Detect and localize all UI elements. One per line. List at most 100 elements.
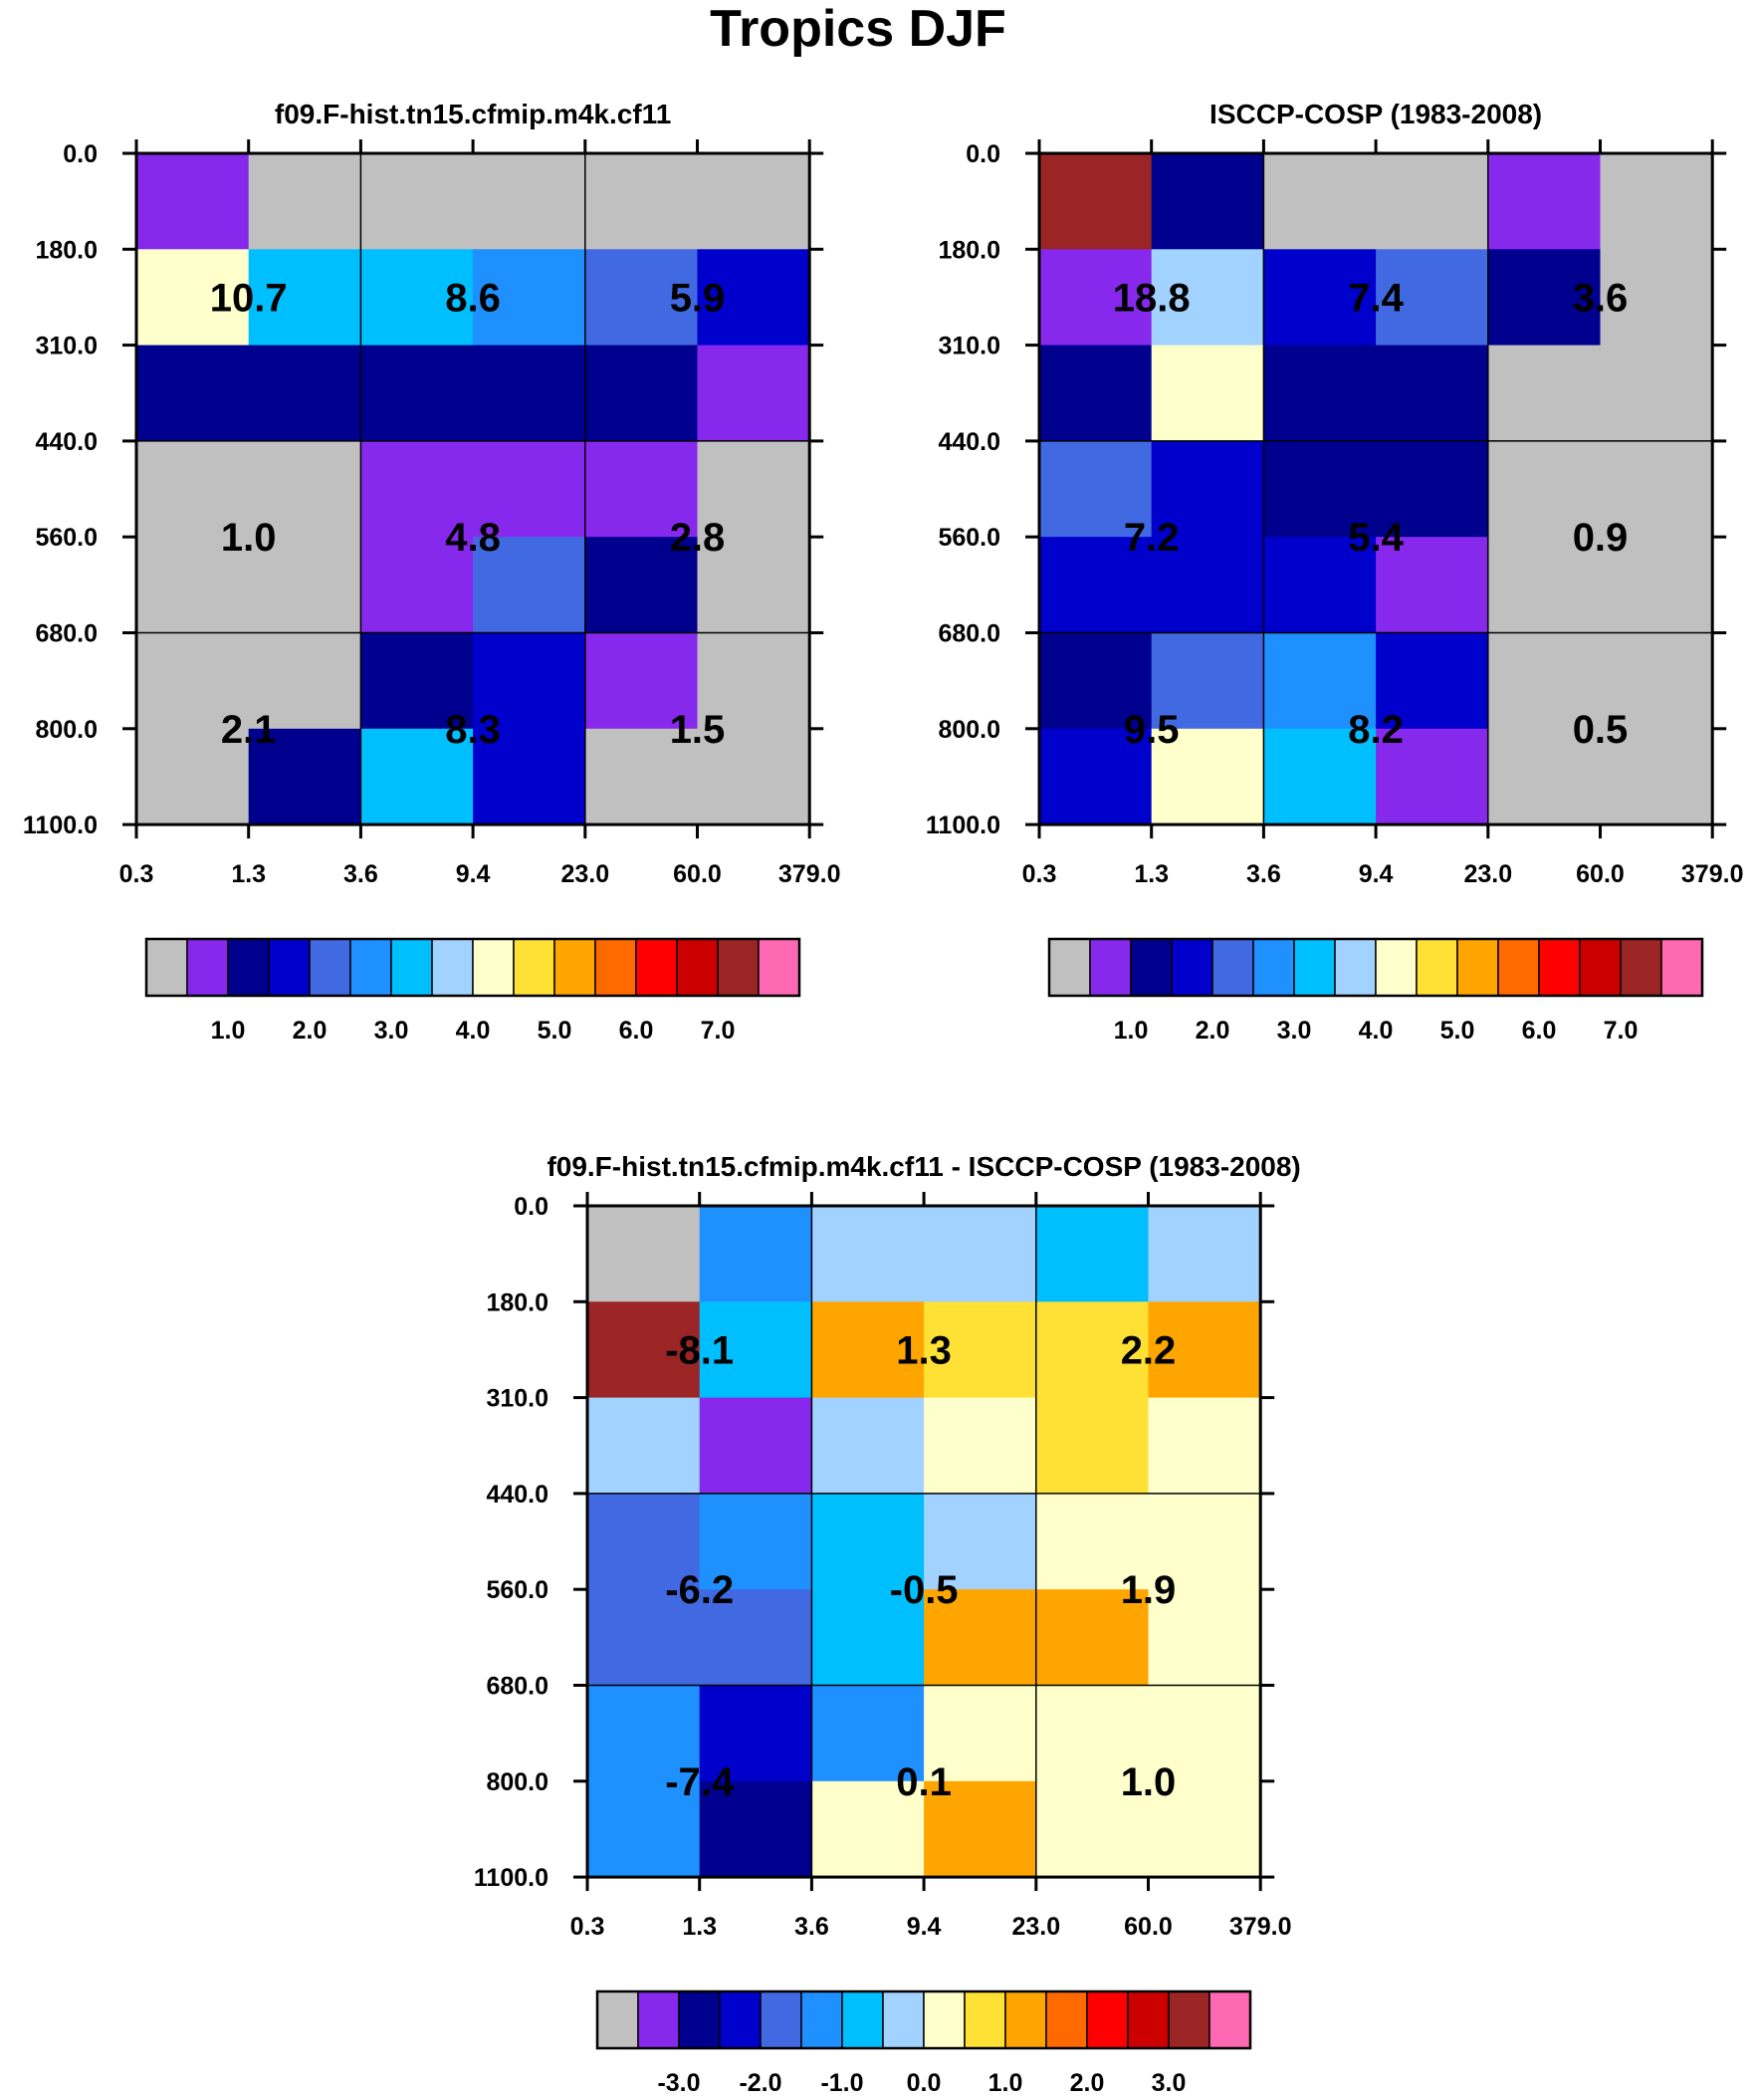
heatmap-cell (1148, 1397, 1261, 1495)
heatmap-cell (584, 632, 699, 730)
heatmap-cell (811, 1301, 925, 1399)
x-tick-label: 3.6 (343, 860, 378, 888)
heatmap-cell (360, 440, 474, 538)
x-tick-label: 379.0 (1229, 1913, 1292, 1941)
heatmap-cell (1487, 537, 1602, 634)
heatmap-cell (1039, 345, 1153, 442)
heatmap-cell (924, 1397, 1037, 1495)
heatmap-cell (473, 249, 586, 347)
heatmap-cell (360, 153, 474, 250)
heatmap-cell (1039, 537, 1153, 634)
heatmap-cell (697, 345, 810, 442)
heatmap-cell (1151, 153, 1264, 250)
heatmap-cell (587, 1397, 701, 1495)
heatmap-cell (473, 728, 586, 825)
heatmap-cell (1263, 632, 1377, 730)
heatmap-cell (1376, 440, 1489, 538)
y-tick-label: 800.0 (486, 1768, 548, 1796)
y-tick-label: 180.0 (35, 236, 98, 264)
colorbar-label: 2.0 (1196, 1017, 1230, 1045)
colorbar-box (1208, 1990, 1251, 2049)
heatmap-cell (924, 1301, 1037, 1399)
heatmap-cell (584, 345, 699, 442)
heatmap-cell (699, 1493, 812, 1590)
heatmap-cell (1035, 1493, 1150, 1590)
x-tick-label: 23.0 (560, 860, 609, 888)
heatmap-cell (587, 1685, 701, 1782)
colorbar-box (923, 1990, 966, 2049)
y-tick-label: 0.0 (63, 140, 98, 168)
heatmap-cell (248, 440, 361, 538)
heatmap-cell (473, 153, 586, 250)
heatmap-cell (248, 153, 361, 250)
colorbar-label: -2.0 (739, 2069, 781, 2097)
colorbar: -3.0 -2.0 -1.0 0.0 1.0 2.0 3.0 (595, 1989, 1252, 2097)
panel-3: f09.F-hist.tn15.cfmip.m4k.cf11 - ISCCP-C… (474, 1151, 1301, 2097)
heatmap-cell (248, 728, 361, 825)
cell-value-label: 2.8 (670, 516, 726, 560)
cell-value-label: 3.6 (1573, 276, 1629, 320)
y-tick-label: 560.0 (35, 524, 98, 552)
colorbar-box (719, 1990, 762, 2049)
colorbar-box (349, 938, 392, 997)
heatmap-cell (136, 440, 250, 538)
x-tick-label: 60.0 (673, 860, 722, 888)
heatmap-cell (1600, 537, 1713, 634)
y-tick-label: 440.0 (938, 428, 1000, 456)
heatmap-cell (587, 1589, 701, 1687)
x-tick-label: 0.3 (570, 1913, 605, 1941)
heatmap-cell (924, 1780, 1037, 1878)
colorbar-label: 5.0 (538, 1017, 572, 1045)
heatmap-cell (1487, 728, 1602, 825)
heatmap-cell (1376, 345, 1489, 442)
heatmap-cell (587, 1206, 701, 1302)
panel-title: f09.F-hist.tn15.cfmip.m4k.cf11 (275, 99, 671, 129)
x-tick-label: 23.0 (1463, 860, 1512, 888)
colorbar-box (227, 938, 270, 997)
heatmap-cell (1039, 153, 1153, 250)
colorbar-box (717, 938, 760, 997)
colorbar-label: 1.0 (211, 1017, 246, 1045)
colorbar-box (472, 938, 515, 997)
cell-value-label: 1.9 (1121, 1568, 1177, 1612)
heatmap-cell (248, 345, 361, 442)
heatmap-cell (697, 537, 810, 634)
x-tick-label: 9.4 (907, 1913, 942, 1941)
heatmap-cell (1148, 1589, 1261, 1687)
colorbar-frame (144, 937, 801, 998)
colorbar-box (1579, 938, 1622, 997)
heatmap-cell (1263, 440, 1377, 538)
heatmap-cell (811, 1397, 925, 1495)
colorbar-box (1171, 938, 1213, 997)
colorbar-frame (1047, 937, 1704, 998)
x-tick-label: 9.4 (456, 860, 491, 888)
heatmap-cell (584, 440, 699, 538)
heatmap-cell (924, 1589, 1037, 1687)
colorbar-box (596, 1990, 639, 2049)
heatmap-cell (1600, 153, 1713, 250)
heatmap-cell (1148, 1301, 1261, 1399)
heatmap-cell (1600, 632, 1713, 730)
y-tick-label: 800.0 (35, 716, 98, 744)
cell-value-label: 0.5 (1573, 708, 1629, 752)
x-tick-label: 3.6 (794, 1913, 829, 1941)
colorbar-box (841, 1990, 884, 2049)
colorbar-box (186, 938, 229, 997)
heatmap-cell (248, 537, 361, 634)
heatmap-cell (1148, 1206, 1261, 1302)
heatmap-cell (697, 153, 810, 250)
colorbar-box (1538, 938, 1581, 997)
heatmap-cell (587, 1493, 701, 1590)
heatmap-cell (584, 249, 699, 347)
heatmap-cell (1035, 1206, 1150, 1302)
colorbar-box (1127, 1990, 1170, 2049)
cell-value-label: 5.9 (670, 276, 726, 320)
heatmap-cell (360, 537, 474, 634)
heatmap-cell (248, 632, 361, 730)
heatmap-cell (1039, 440, 1153, 538)
y-tick-label: 180.0 (486, 1288, 548, 1316)
cell-value-label: -8.1 (665, 1328, 734, 1372)
heatmap-cell (1376, 728, 1489, 825)
heatmap-cell (1151, 728, 1264, 825)
